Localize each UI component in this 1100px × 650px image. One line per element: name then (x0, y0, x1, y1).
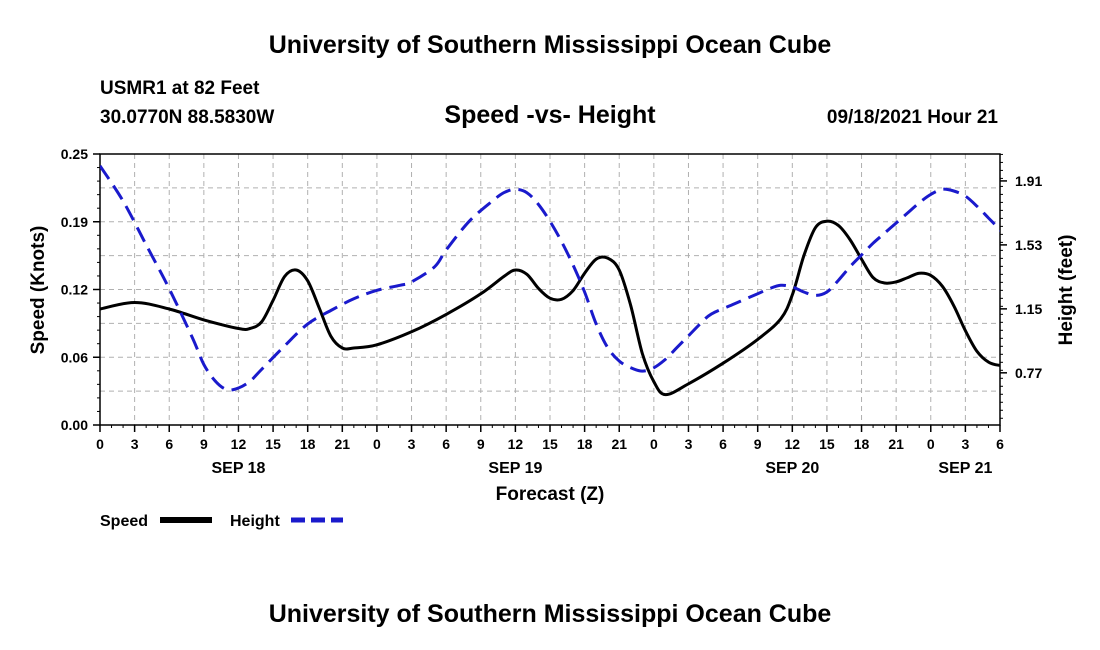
x-tick-label: 3 (685, 436, 693, 452)
x-tick-label: 9 (754, 436, 762, 452)
y-tick-label: 0.25 (61, 146, 88, 162)
y-tick-label: 0.12 (61, 282, 88, 298)
x-tick-label: 12 (508, 436, 524, 452)
y-tick-label: 0.19 (61, 214, 88, 230)
x-tick-label: 21 (335, 436, 351, 452)
y2-tick-label: 1.91 (1015, 173, 1042, 189)
y2-axis-label: Height (feet) (1056, 235, 1077, 346)
x-tick-label: 15 (542, 436, 558, 452)
chart-title: Speed -vs- Height (444, 101, 656, 129)
chart-datetime: 09/18/2021 Hour 21 (826, 107, 998, 128)
y-tick-label: 0.06 (61, 349, 88, 365)
x-tick-label: 3 (408, 436, 416, 452)
date-label: SEP 21 (938, 460, 992, 477)
height-series-line (100, 164, 1000, 392)
station-coords: 30.0770N 88.5830W (100, 107, 275, 128)
x-tick-label: 21 (888, 436, 904, 452)
x-tick-label: 18 (300, 436, 316, 452)
page-title: University of Southern Mississippi Ocean… (268, 31, 832, 59)
x-tick-label: 12 (785, 436, 801, 452)
x-tick-label: 18 (854, 436, 870, 452)
y-tick-label: 0.00 (61, 417, 88, 433)
grid-lines (100, 154, 1000, 425)
speed-series-line (100, 219, 1000, 397)
y-axis-right: 0.77 1.15 1.53 1.91 (1000, 153, 1042, 419)
y2-tick-label: 1.53 (1015, 237, 1042, 253)
x-tick-label: 15 (265, 436, 281, 452)
date-label: SEP 19 (488, 460, 542, 477)
x-tick-label: 6 (719, 436, 727, 452)
x-tick-label: 9 (200, 436, 208, 452)
x-tick-label: 6 (442, 436, 450, 452)
x-tick-label: 3 (131, 436, 139, 452)
x-tick-label: 0 (96, 436, 104, 452)
x-tick-label: 0 (650, 436, 658, 452)
station-label: USMR1 at 82 Feet (100, 78, 260, 99)
date-label: SEP 18 (211, 460, 265, 477)
y2-tick-label: 0.77 (1015, 365, 1042, 381)
y2-tick-label: 1.15 (1015, 301, 1042, 317)
legend-label-speed: Speed (100, 513, 148, 530)
x-tick-label: 15 (819, 436, 835, 452)
x-axis: 0 3 6 9 12 15 18 21 0 3 6 9 12 15 18 21 0 3 6 9 12 15 18 21 0 3 6S… (96, 425, 1004, 477)
series-group (100, 164, 1000, 397)
x-tick-label: 18 (577, 436, 593, 452)
x-axis-label: Forecast (Z) (496, 484, 605, 505)
y-axis-left: 0.00 0.06 0.12 0.19 0.25 (61, 146, 100, 433)
y-axis-label: Speed (Knots) (28, 226, 49, 355)
x-tick-label: 3 (961, 436, 969, 452)
date-label: SEP 20 (765, 460, 819, 477)
legend: Speed Height (100, 513, 343, 530)
x-tick-label: 6 (165, 436, 173, 452)
x-tick-label: 12 (231, 436, 247, 452)
x-tick-label: 0 (927, 436, 935, 452)
x-tick-label: 21 (611, 436, 627, 452)
footer-title: University of Southern Mississippi Ocean… (268, 600, 832, 628)
legend-label-height: Height (230, 513, 280, 530)
x-tick-label: 0 (373, 436, 381, 452)
x-tick-label: 9 (477, 436, 485, 452)
x-tick-label: 6 (996, 436, 1004, 452)
